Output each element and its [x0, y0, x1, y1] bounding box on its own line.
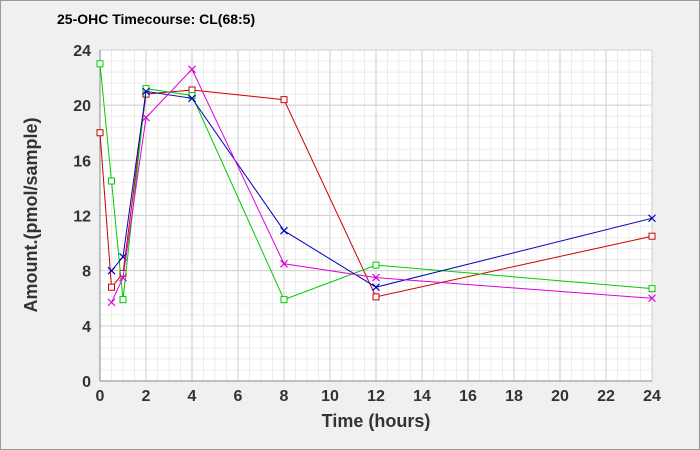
data-point-square [280, 296, 288, 304]
data-point-x [648, 294, 656, 303]
series-2 [96, 60, 656, 304]
y-tick-label: 8 [82, 264, 91, 281]
series-layer [96, 60, 656, 307]
data-point-square [108, 177, 115, 185]
y-tick-label: 16 [73, 153, 91, 170]
chart-title: 25-OHC Timecourse: CL(68:5) [57, 11, 256, 27]
data-point-square [648, 232, 656, 240]
y-tick-label: 4 [82, 319, 91, 336]
x-tick-label: 2 [142, 388, 151, 405]
x-tick-label: 4 [188, 388, 197, 405]
x-tick-label: 18 [505, 388, 523, 405]
data-point-x [119, 273, 127, 282]
x-tick-label: 16 [459, 388, 477, 405]
x-tick-label: 6 [234, 388, 243, 405]
x-tick-label: 22 [597, 388, 615, 405]
y-tick-label: 24 [73, 43, 91, 60]
y-tick-label: 20 [73, 98, 91, 115]
data-point-x [372, 273, 380, 282]
data-point-x [142, 113, 150, 122]
data-point-x [107, 298, 116, 307]
series-3 [107, 87, 656, 292]
data-point-x [188, 94, 196, 103]
x-tick-label: 0 [96, 388, 105, 405]
data-point-square [372, 293, 380, 301]
x-tick-label: 10 [321, 388, 339, 405]
x-tick-label: 20 [551, 388, 569, 405]
data-point-x [280, 226, 288, 235]
y-axis-title: Amount.(pmol/sample) [21, 117, 41, 312]
data-point-square [372, 261, 380, 269]
data-point-square [119, 296, 127, 304]
x-tick-label: 12 [367, 388, 385, 405]
data-point-square [280, 96, 288, 104]
data-point-square [96, 129, 104, 137]
data-point-x [142, 87, 150, 96]
y-tick-label: 0 [82, 374, 91, 391]
x-axis-title: Time (hours) [322, 411, 431, 431]
data-point-square [108, 283, 115, 291]
x-tick-label: 8 [280, 388, 289, 405]
axes [99, 50, 652, 382]
data-point-x [280, 259, 288, 268]
data-point-x [188, 65, 196, 74]
y-tick-label: 12 [73, 209, 91, 226]
data-point-square [96, 60, 104, 68]
series-line [99, 63, 653, 301]
x-tick-label: 24 [643, 388, 661, 405]
data-point-x [648, 214, 656, 223]
data-point-square [648, 285, 656, 293]
x-tick-label: 14 [413, 388, 431, 405]
data-point-x [372, 283, 380, 292]
series-4 [107, 65, 656, 307]
data-point-x [107, 266, 116, 275]
